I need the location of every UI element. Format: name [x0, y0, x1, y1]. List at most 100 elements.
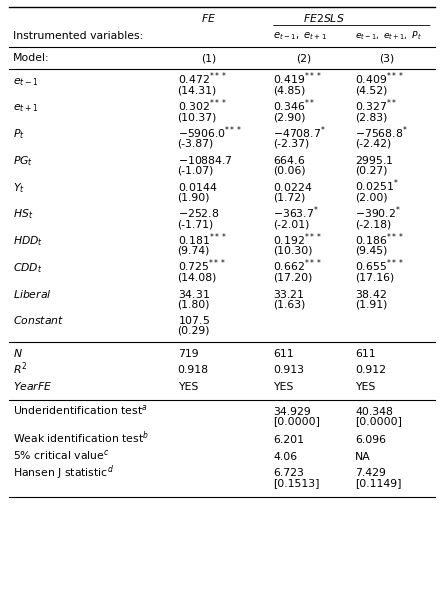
Text: (9.74): (9.74) — [178, 246, 210, 256]
Text: Hansen J statistic$^{d}$: Hansen J statistic$^{d}$ — [13, 463, 114, 482]
Text: $Y_t$: $Y_t$ — [13, 181, 25, 195]
Text: (14.08): (14.08) — [178, 273, 217, 283]
Text: $-7568.8^{*}$: $-7568.8^{*}$ — [355, 124, 408, 141]
Text: $0.0251^{*}$: $0.0251^{*}$ — [355, 177, 399, 194]
Text: $0.192^{***}$: $0.192^{***}$ — [273, 231, 322, 247]
Text: (-1.71): (-1.71) — [178, 219, 214, 229]
Text: (-2.01): (-2.01) — [273, 219, 309, 229]
Text: (-1.07): (-1.07) — [178, 166, 214, 176]
Text: (17.16): (17.16) — [355, 273, 394, 283]
Text: Instrumented variables:: Instrumented variables: — [13, 31, 143, 41]
Text: $FE2SLS$: $FE2SLS$ — [303, 13, 345, 25]
Text: $PG_t$: $PG_t$ — [13, 154, 34, 168]
Text: (-2.42): (-2.42) — [355, 139, 392, 149]
Text: (0.06): (0.06) — [273, 166, 305, 176]
Text: $e_{t+1}$: $e_{t+1}$ — [13, 102, 39, 114]
Text: $e_{t-1}$: $e_{t-1}$ — [13, 76, 39, 87]
Text: 719: 719 — [178, 349, 198, 359]
Text: (1.63): (1.63) — [273, 300, 305, 309]
Text: (2): (2) — [297, 53, 312, 63]
Text: $HDD_t$: $HDD_t$ — [13, 234, 44, 248]
Text: 34.929: 34.929 — [273, 407, 311, 416]
Text: (10.37): (10.37) — [178, 112, 217, 122]
Text: (1.72): (1.72) — [273, 192, 305, 202]
Text: $R^2$: $R^2$ — [13, 360, 28, 377]
Text: (-3.87): (-3.87) — [178, 139, 214, 149]
Text: 7.429: 7.429 — [355, 468, 386, 478]
Text: (0.29): (0.29) — [178, 326, 210, 336]
Text: (1.80): (1.80) — [178, 300, 210, 309]
Text: $0.302^{***}$: $0.302^{***}$ — [178, 98, 226, 114]
Text: $FE$: $FE$ — [201, 13, 216, 25]
Text: $0.409^{***}$: $0.409^{***}$ — [355, 71, 404, 87]
Text: $0.655^{***}$: $0.655^{***}$ — [355, 258, 404, 274]
Text: (1): (1) — [201, 53, 216, 63]
Text: $34.31$: $34.31$ — [178, 288, 210, 300]
Text: (3): (3) — [379, 53, 394, 63]
Text: $0.0224$: $0.0224$ — [273, 181, 313, 193]
Text: $38.42$: $38.42$ — [355, 288, 387, 300]
Text: 0.913: 0.913 — [273, 365, 304, 376]
Text: (1.90): (1.90) — [178, 192, 210, 202]
Text: (-2.18): (-2.18) — [355, 219, 392, 229]
Text: $0.186^{***}$: $0.186^{***}$ — [355, 231, 404, 247]
Text: $107.5$: $107.5$ — [178, 314, 210, 326]
Text: 6.723: 6.723 — [273, 468, 304, 478]
Text: $-4708.7^{*}$: $-4708.7^{*}$ — [273, 124, 326, 141]
Text: (2.90): (2.90) — [273, 112, 305, 122]
Text: $0.662^{***}$: $0.662^{***}$ — [273, 258, 322, 274]
Text: $0.327^{**}$: $0.327^{**}$ — [355, 98, 397, 114]
Text: (-2.37): (-2.37) — [273, 139, 309, 149]
Text: (9.45): (9.45) — [355, 246, 388, 256]
Text: (2.00): (2.00) — [355, 192, 388, 202]
Text: Weak identification test$^{b}$: Weak identification test$^{b}$ — [13, 430, 149, 446]
Text: 611: 611 — [355, 349, 376, 359]
Text: $33.21$: $33.21$ — [273, 288, 305, 300]
Text: Model:: Model: — [13, 53, 50, 63]
Text: YES: YES — [355, 382, 376, 392]
Text: 6.201: 6.201 — [273, 435, 304, 445]
Text: Underidentification test$^{a}$: Underidentification test$^{a}$ — [13, 403, 148, 418]
Text: YES: YES — [178, 382, 198, 392]
Text: $0.346^{**}$: $0.346^{**}$ — [273, 98, 315, 114]
Text: [0.1149]: [0.1149] — [355, 478, 402, 488]
Text: $664.6$: $664.6$ — [273, 154, 305, 166]
Text: (1.91): (1.91) — [355, 300, 388, 309]
Text: NA: NA — [355, 452, 371, 462]
Text: $YearFE$: $YearFE$ — [13, 380, 53, 392]
Text: $P_t$: $P_t$ — [13, 128, 25, 141]
Text: 6.096: 6.096 — [355, 435, 386, 445]
Text: 4.06: 4.06 — [273, 452, 297, 462]
Text: $-5906.0^{***}$: $-5906.0^{***}$ — [178, 124, 242, 141]
Text: $-252.8$: $-252.8$ — [178, 207, 219, 219]
Text: [0.0000]: [0.0000] — [355, 416, 402, 426]
Text: (4.52): (4.52) — [355, 86, 388, 95]
Text: $CDD_t$: $CDD_t$ — [13, 261, 43, 275]
Text: $0.725^{***}$: $0.725^{***}$ — [178, 258, 226, 274]
Text: 5% critical value$^{c}$: 5% critical value$^{c}$ — [13, 449, 110, 462]
Text: $HS_t$: $HS_t$ — [13, 207, 34, 221]
Text: $N$: $N$ — [13, 347, 23, 359]
Text: $0.472^{***}$: $0.472^{***}$ — [178, 71, 226, 87]
Text: $Liberal$: $Liberal$ — [13, 288, 52, 300]
Text: 611: 611 — [273, 349, 293, 359]
Text: 0.912: 0.912 — [355, 365, 386, 376]
Text: YES: YES — [273, 382, 293, 392]
Text: [0.0000]: [0.0000] — [273, 416, 320, 426]
Text: (17.20): (17.20) — [273, 273, 313, 283]
Text: 0.918: 0.918 — [178, 365, 209, 376]
Text: (14.31): (14.31) — [178, 86, 217, 95]
Text: $-10884.7$: $-10884.7$ — [178, 154, 232, 166]
Text: $-390.2^{*}$: $-390.2^{*}$ — [355, 204, 401, 221]
Text: 40.348: 40.348 — [355, 407, 393, 416]
Text: $-363.7^{*}$: $-363.7^{*}$ — [273, 204, 319, 221]
Text: $0.181^{***}$: $0.181^{***}$ — [178, 231, 226, 247]
Text: $2995.1$: $2995.1$ — [355, 154, 394, 166]
Text: (4.85): (4.85) — [273, 86, 305, 95]
Text: (10.30): (10.30) — [273, 246, 313, 256]
Text: $Constant$: $Constant$ — [13, 314, 64, 326]
Text: $0.0144$: $0.0144$ — [178, 181, 217, 193]
Text: (0.27): (0.27) — [355, 166, 388, 176]
Text: $0.419^{***}$: $0.419^{***}$ — [273, 71, 322, 87]
Text: $e_{t-1},\ e_{t+1}$: $e_{t-1},\ e_{t+1}$ — [273, 31, 327, 43]
